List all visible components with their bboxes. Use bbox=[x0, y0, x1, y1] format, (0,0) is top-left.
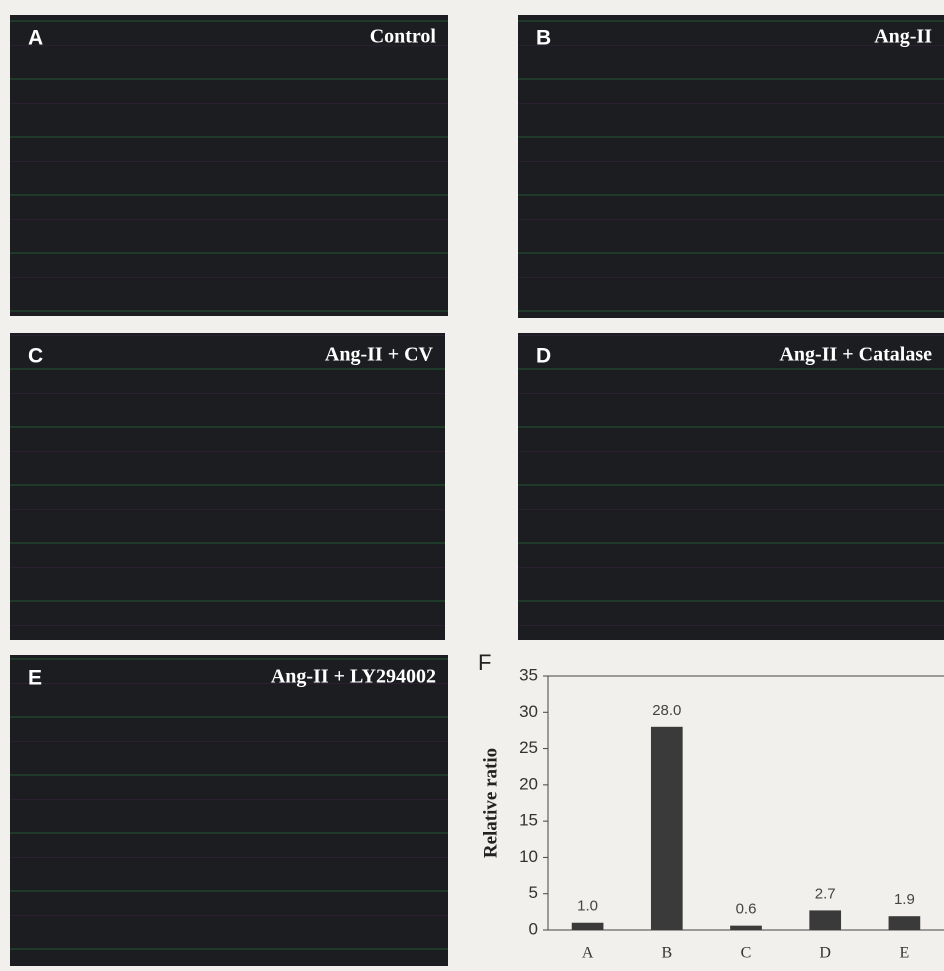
x-tick-label: A bbox=[582, 945, 594, 962]
x-tick-label: B bbox=[661, 945, 672, 962]
panel-label: Ang-II + LY294002 bbox=[271, 666, 436, 688]
micrograph bbox=[518, 333, 944, 640]
y-tick-label: 25 bbox=[519, 738, 538, 757]
bar bbox=[730, 926, 762, 930]
micrograph bbox=[10, 333, 445, 640]
panel-letter: E bbox=[28, 667, 42, 690]
y-tick-label: 35 bbox=[519, 665, 538, 684]
x-tick-label: C bbox=[741, 945, 752, 962]
panel-label: Ang-II + Catalase bbox=[779, 344, 932, 366]
bar bbox=[809, 910, 841, 930]
value-label: 0.6 bbox=[736, 901, 757, 918]
y-tick-label: 5 bbox=[529, 883, 538, 902]
y-tick-label: 10 bbox=[519, 847, 538, 866]
y-tick-label: 15 bbox=[519, 811, 538, 830]
value-label: 1.0 bbox=[577, 898, 598, 915]
y-tick-label: 30 bbox=[519, 702, 538, 721]
bar bbox=[651, 727, 683, 930]
x-tick-label: D bbox=[819, 945, 831, 962]
value-label: 1.9 bbox=[894, 891, 915, 908]
micrograph bbox=[10, 655, 448, 966]
y-tick-label: 20 bbox=[519, 774, 538, 793]
value-label: 28.0 bbox=[652, 702, 681, 719]
micrograph bbox=[10, 15, 448, 316]
panel-label: Ang-II bbox=[874, 26, 932, 48]
panel-label: Control bbox=[370, 26, 437, 48]
x-tick-label: E bbox=[900, 945, 910, 962]
micrograph bbox=[518, 15, 944, 318]
bar bbox=[572, 923, 604, 930]
panel-letter: F bbox=[478, 650, 491, 675]
panel-label: Ang-II + CV bbox=[325, 344, 434, 366]
panel-letter: A bbox=[28, 27, 43, 50]
figure: A Control B Ang-II C Ang-II + CV D Ang-II + Cat… bbox=[0, 0, 944, 966]
panel-letter: B bbox=[536, 27, 551, 50]
y-tick-label: 0 bbox=[529, 919, 538, 938]
panel-letter: C bbox=[28, 345, 43, 368]
y-axis-label: Relative ratio bbox=[480, 748, 501, 858]
panel-letter: D bbox=[536, 345, 551, 368]
bar bbox=[889, 916, 921, 930]
value-label: 2.7 bbox=[815, 885, 836, 902]
